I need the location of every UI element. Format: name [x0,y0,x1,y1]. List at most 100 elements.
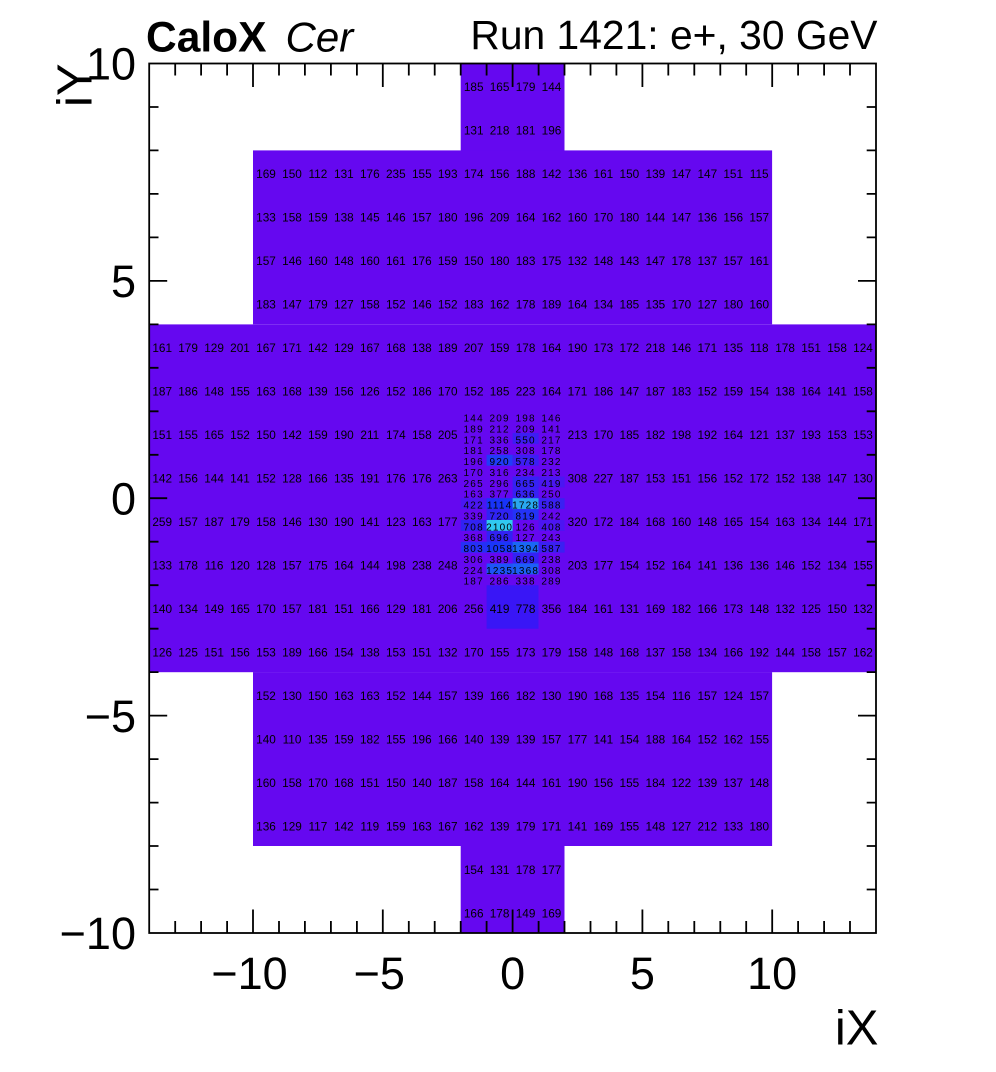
svg-text:142: 142 [334,819,354,833]
svg-text:173: 173 [723,602,743,616]
svg-text:184: 184 [568,602,588,616]
svg-text:172: 172 [620,341,640,355]
svg-text:153: 153 [386,645,406,659]
svg-text:212: 212 [489,425,509,436]
svg-text:720: 720 [489,512,509,523]
svg-text:iY: iY [48,63,102,107]
svg-text:408: 408 [541,522,561,533]
svg-text:145: 145 [360,211,380,225]
svg-text:588: 588 [541,501,561,512]
svg-text:158: 158 [282,776,302,790]
svg-text:308: 308 [541,566,561,577]
svg-text:173: 173 [594,341,614,355]
svg-text:121: 121 [749,428,769,442]
svg-text:120: 120 [230,559,250,573]
svg-text:131: 131 [334,167,354,181]
svg-text:146: 146 [386,211,406,225]
svg-text:316: 316 [489,468,509,479]
svg-text:166: 166 [308,472,328,486]
svg-text:132: 132 [775,602,795,616]
svg-text:198: 198 [671,428,691,442]
svg-text:154: 154 [749,515,769,529]
svg-text:131: 131 [490,863,510,877]
svg-text:193: 193 [438,167,458,181]
svg-text:161: 161 [594,167,614,181]
svg-text:155: 155 [230,385,250,399]
svg-text:142: 142 [282,428,302,442]
svg-text:Run 1421: e+, 30 GeV: Run 1421: e+, 30 GeV [470,12,878,58]
svg-text:135: 135 [723,341,743,355]
svg-text:176: 176 [360,167,380,181]
svg-text:158: 158 [568,645,588,659]
svg-text:130: 130 [542,689,562,703]
svg-text:186: 186 [594,385,614,399]
svg-text:209: 209 [515,425,535,436]
svg-text:157: 157 [438,689,458,703]
svg-text:165: 165 [490,80,510,94]
svg-text:132: 132 [853,602,873,616]
svg-text:184: 184 [646,776,666,790]
svg-text:156: 156 [723,211,743,225]
svg-text:134: 134 [178,602,198,616]
svg-text:10: 10 [747,948,797,999]
svg-text:161: 161 [386,254,406,268]
svg-text:157: 157 [542,732,562,746]
svg-text:152: 152 [438,298,458,312]
svg-text:140: 140 [464,732,484,746]
svg-text:144: 144 [516,776,536,790]
svg-text:160: 160 [360,254,380,268]
svg-text:196: 196 [464,457,484,468]
svg-text:232: 232 [541,457,561,468]
svg-text:182: 182 [516,689,536,703]
svg-text:181: 181 [464,446,484,457]
svg-text:306: 306 [464,555,484,566]
svg-text:141: 141 [827,385,847,399]
svg-text:170: 170 [308,776,328,790]
svg-text:308: 308 [568,472,588,486]
svg-text:152: 152 [386,298,406,312]
svg-text:iX: iX [835,1002,879,1056]
svg-text:140: 140 [412,776,432,790]
svg-text:193: 193 [801,428,821,442]
svg-text:129: 129 [204,341,224,355]
svg-text:198: 198 [515,414,535,425]
svg-text:0: 0 [111,474,136,525]
svg-text:1114: 1114 [487,501,513,512]
svg-text:181: 181 [308,602,328,616]
svg-text:139: 139 [490,819,510,833]
svg-text:151: 151 [152,428,172,442]
svg-text:147: 147 [827,472,847,486]
svg-text:155: 155 [490,645,510,659]
svg-text:179: 179 [178,341,198,355]
svg-text:158: 158 [360,298,380,312]
svg-text:146: 146 [541,414,561,425]
svg-text:138: 138 [412,341,432,355]
svg-text:174: 174 [464,167,484,181]
svg-text:178: 178 [671,254,691,268]
svg-text:159: 159 [308,211,328,225]
svg-text:156: 156 [178,472,198,486]
svg-text:130: 130 [308,515,328,529]
svg-text:238: 238 [541,555,561,566]
svg-text:242: 242 [541,512,561,523]
svg-text:170: 170 [594,211,614,225]
svg-text:163: 163 [775,515,795,529]
svg-text:133: 133 [256,211,276,225]
svg-text:189: 189 [438,341,458,355]
svg-text:152: 152 [256,689,276,703]
svg-text:217: 217 [541,435,561,446]
svg-text:213: 213 [568,428,588,442]
svg-text:178: 178 [775,341,795,355]
svg-text:163: 163 [334,689,354,703]
svg-text:0: 0 [500,948,525,999]
svg-text:778: 778 [516,602,536,616]
svg-text:336: 336 [489,435,509,446]
svg-text:185: 185 [620,428,640,442]
svg-text:356: 356 [542,602,562,616]
svg-text:180: 180 [438,211,458,225]
svg-text:179: 179 [230,515,250,529]
svg-text:166: 166 [360,602,380,616]
svg-text:128: 128 [282,472,302,486]
svg-text:144: 144 [412,689,432,703]
svg-text:178: 178 [516,341,536,355]
